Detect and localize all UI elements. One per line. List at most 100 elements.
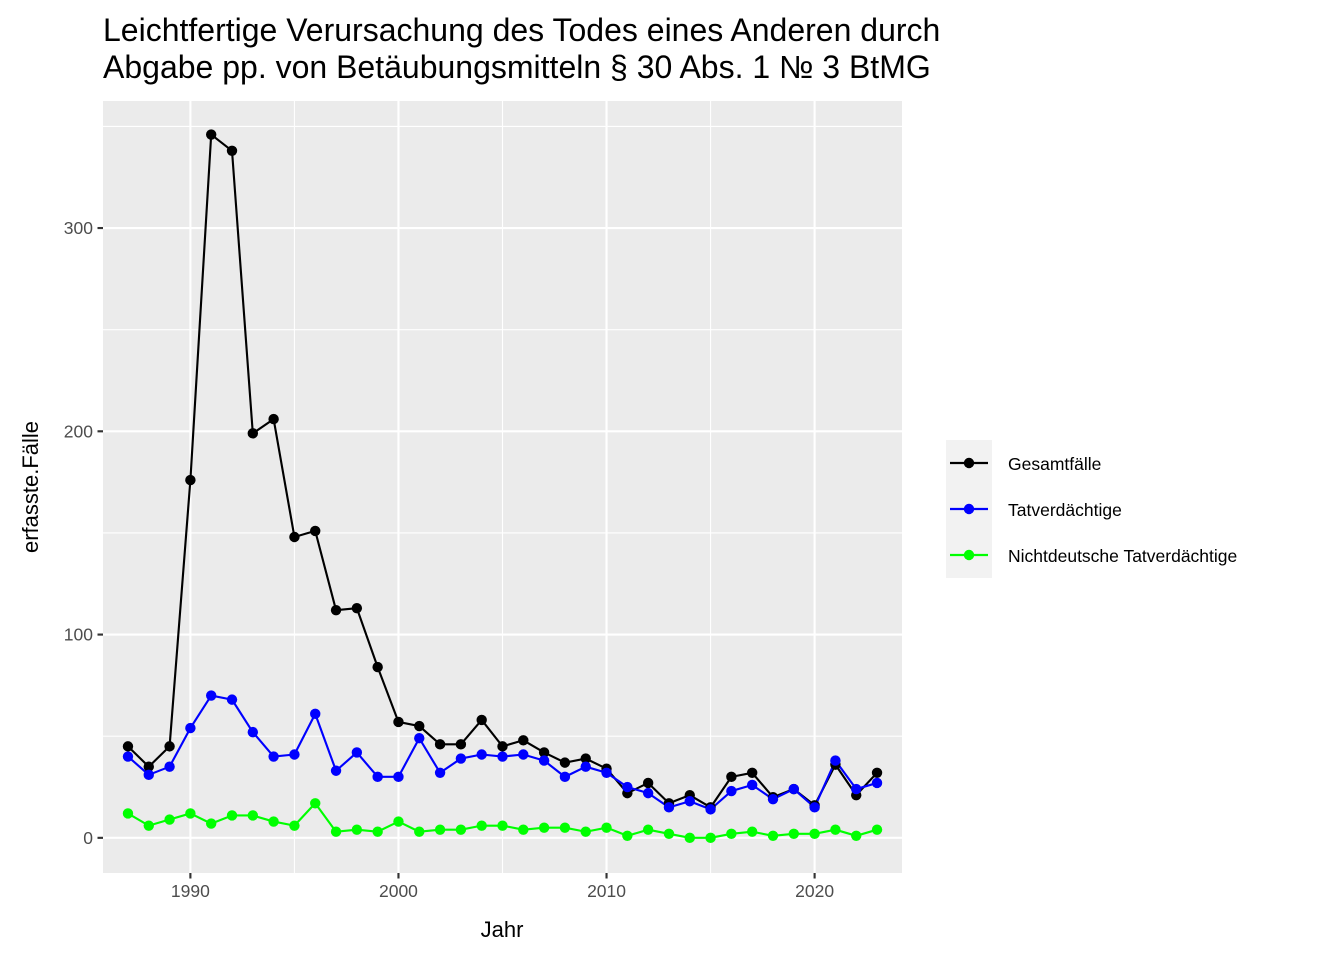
data-point-series-0 bbox=[455, 739, 467, 750]
data-point-series-2 bbox=[351, 824, 363, 835]
chart-title-line-2: Abgabe pp. von Betäubungsmitteln § 30 Ab… bbox=[103, 49, 931, 85]
x-tick-label: 2000 bbox=[379, 881, 418, 901]
data-point-series-2 bbox=[226, 810, 238, 821]
data-point-series-1 bbox=[143, 769, 154, 781]
data-point-series-1 bbox=[767, 794, 779, 805]
x-tick-label: 2020 bbox=[795, 881, 834, 901]
data-point-series-0 bbox=[580, 753, 591, 764]
data-point-series-2 bbox=[205, 818, 217, 829]
data-point-series-0 bbox=[247, 428, 259, 439]
data-point-series-2 bbox=[767, 830, 779, 842]
data-point-series-2 bbox=[330, 826, 342, 837]
data-point-series-2 bbox=[684, 832, 695, 844]
legend-key-point-2 bbox=[963, 549, 975, 561]
data-point-series-0 bbox=[434, 739, 446, 750]
data-point-series-1 bbox=[726, 785, 737, 797]
data-point-series-0 bbox=[871, 767, 883, 778]
data-point-series-0 bbox=[205, 129, 217, 140]
data-point-series-0 bbox=[122, 741, 134, 752]
x-tick-label: 1990 bbox=[171, 881, 210, 901]
legend-key-point-0 bbox=[963, 457, 975, 469]
x-tick-label: 2010 bbox=[587, 881, 626, 901]
data-point-series-2 bbox=[601, 822, 612, 833]
data-point-series-2 bbox=[143, 820, 154, 831]
data-point-series-2 bbox=[809, 828, 820, 839]
legend-keys bbox=[950, 457, 988, 561]
series-layer bbox=[122, 129, 883, 844]
legend-label-tatverdaechtige: Tatverdächtige bbox=[1008, 500, 1122, 520]
data-point-series-1 bbox=[746, 779, 758, 791]
data-point-series-2 bbox=[871, 824, 883, 835]
data-point-series-2 bbox=[497, 820, 508, 831]
data-point-series-0 bbox=[143, 761, 154, 772]
data-point-series-1 bbox=[642, 787, 654, 799]
data-point-series-1 bbox=[434, 767, 446, 778]
legend-label-gesamtfaelle: Gesamtfälle bbox=[1008, 454, 1101, 474]
data-point-series-2 bbox=[268, 816, 279, 827]
data-point-series-1 bbox=[684, 796, 695, 807]
data-point-series-1 bbox=[289, 749, 300, 760]
data-point-series-2 bbox=[289, 820, 300, 831]
data-point-series-0 bbox=[393, 716, 404, 728]
data-point-series-0 bbox=[518, 735, 529, 746]
data-point-series-1 bbox=[871, 777, 883, 789]
data-point-series-1 bbox=[330, 765, 342, 776]
data-point-series-0 bbox=[642, 777, 654, 789]
data-point-series-0 bbox=[289, 531, 300, 543]
data-point-series-0 bbox=[330, 604, 342, 616]
data-point-series-2 bbox=[247, 810, 259, 821]
data-point-series-1 bbox=[226, 694, 238, 705]
data-point-series-0 bbox=[310, 525, 321, 537]
data-point-series-0 bbox=[185, 474, 196, 486]
data-point-series-0 bbox=[268, 413, 279, 425]
data-point-series-1 bbox=[164, 761, 175, 772]
data-point-series-2 bbox=[122, 808, 134, 819]
data-point-series-0 bbox=[497, 741, 508, 752]
legend-label-nichtdeutsche: Nichtdeutsche Tatverdächtige bbox=[1008, 546, 1237, 566]
data-point-series-1 bbox=[185, 722, 196, 734]
data-point-series-2 bbox=[663, 828, 675, 839]
data-point-series-0 bbox=[226, 145, 238, 156]
data-point-series-2 bbox=[851, 830, 862, 842]
y-tick-label: 100 bbox=[64, 625, 93, 645]
data-point-series-2 bbox=[518, 824, 529, 835]
data-point-series-1 bbox=[580, 761, 591, 772]
data-point-series-2 bbox=[726, 828, 737, 839]
data-point-series-0 bbox=[372, 661, 383, 673]
data-point-series-2 bbox=[185, 808, 196, 819]
data-point-series-0 bbox=[164, 741, 175, 752]
data-point-series-1 bbox=[122, 751, 134, 762]
axis-layer: 0 100 200 300 1990 2000 2010 2020 bbox=[64, 218, 835, 901]
data-point-series-1 bbox=[351, 747, 363, 758]
data-point-series-1 bbox=[497, 751, 508, 762]
grid-major bbox=[103, 101, 902, 873]
data-point-series-2 bbox=[538, 822, 550, 833]
data-point-series-2 bbox=[705, 832, 716, 844]
data-point-series-2 bbox=[559, 822, 571, 833]
x-axis-title: Jahr bbox=[481, 917, 524, 942]
data-point-series-0 bbox=[559, 757, 571, 768]
data-point-series-1 bbox=[830, 755, 841, 766]
data-point-series-2 bbox=[830, 824, 841, 835]
data-point-series-1 bbox=[455, 753, 467, 764]
data-point-series-0 bbox=[414, 720, 425, 732]
data-point-series-2 bbox=[434, 824, 446, 835]
data-point-series-2 bbox=[622, 830, 633, 842]
data-point-series-0 bbox=[351, 602, 363, 614]
y-axis-title: erfasste.Fälle bbox=[18, 421, 43, 553]
data-point-series-1 bbox=[518, 749, 529, 760]
data-point-series-1 bbox=[372, 771, 383, 783]
data-point-series-0 bbox=[726, 771, 737, 783]
data-point-series-1 bbox=[705, 804, 716, 815]
data-point-series-2 bbox=[414, 826, 425, 837]
data-point-series-1 bbox=[788, 783, 800, 795]
data-point-series-2 bbox=[310, 798, 321, 809]
data-point-series-1 bbox=[663, 802, 675, 813]
data-point-series-1 bbox=[414, 733, 425, 744]
y-tick-label: 0 bbox=[83, 828, 93, 848]
data-point-series-2 bbox=[455, 824, 467, 835]
data-point-series-1 bbox=[538, 755, 550, 766]
data-point-series-2 bbox=[580, 826, 591, 837]
data-point-series-0 bbox=[538, 747, 550, 758]
